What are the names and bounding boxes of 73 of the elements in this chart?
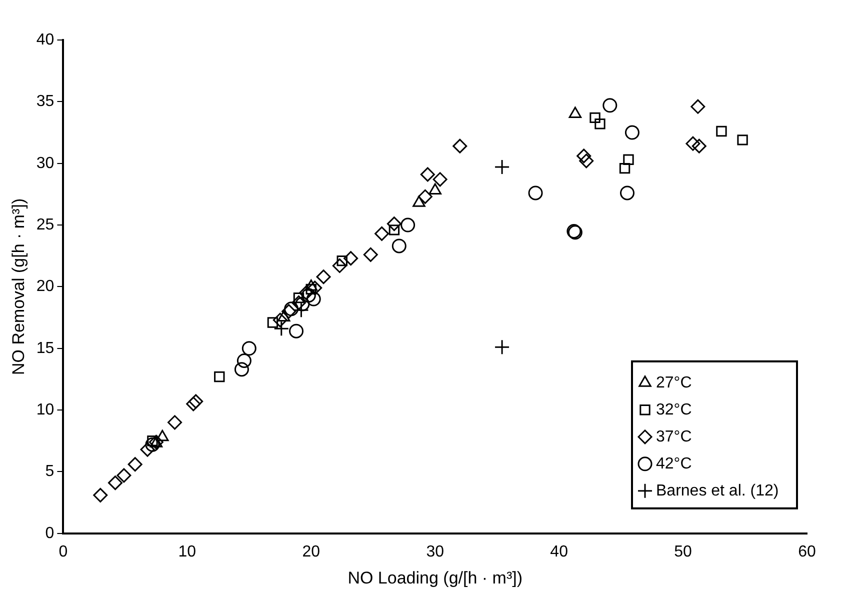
point (93, 488, 108, 502)
x-tick-label: 60 (798, 543, 816, 560)
point (624, 125, 640, 140)
point (452, 138, 468, 154)
point (590, 112, 600, 124)
x-tick-label: 40 (550, 543, 568, 560)
legend-label: 37°C (656, 428, 692, 446)
point (620, 186, 634, 200)
point (214, 371, 225, 382)
point (145, 437, 160, 452)
y-tick-label: 30 (36, 154, 54, 172)
point (386, 216, 402, 232)
y-axis-title: NO Removal (g[h · m³]) (8, 198, 28, 376)
y-tick-label: 25 (36, 216, 54, 234)
x-axis-title: NO Loading (g/[h · m³]) (348, 568, 522, 588)
x-tick-label: 20 (302, 543, 320, 560)
point (690, 99, 706, 114)
point (344, 251, 358, 266)
x-tick-label: 50 (674, 543, 692, 560)
point (392, 238, 406, 254)
point (289, 324, 304, 338)
legend-label: Barnes et al. (12) (656, 482, 779, 500)
point (291, 295, 306, 310)
x-tick-label: 30 (426, 543, 444, 560)
point (306, 292, 321, 306)
point (400, 218, 416, 232)
y-tick-label: 10 (36, 401, 54, 418)
point (272, 312, 288, 328)
point (234, 362, 249, 377)
y-tick-label: 15 (36, 340, 54, 357)
y-tick-label: 0 (45, 524, 54, 542)
point (332, 258, 347, 273)
x-tick-label: 10 (178, 543, 196, 560)
legend-label: 42°C (656, 455, 692, 472)
point (363, 247, 378, 262)
point (116, 468, 132, 483)
point (374, 226, 390, 241)
point (494, 159, 510, 175)
point (528, 186, 543, 200)
y-tick-label: 35 (36, 93, 54, 110)
point (576, 148, 592, 164)
point (623, 154, 634, 165)
legend-label: 32°C (656, 401, 692, 418)
point (267, 317, 278, 328)
point (594, 118, 606, 130)
point (293, 302, 309, 318)
point (692, 138, 706, 154)
point (128, 457, 142, 472)
point (140, 442, 155, 457)
y-tick-label: 20 (36, 278, 54, 296)
point (236, 353, 252, 368)
point (619, 162, 630, 174)
point (308, 280, 322, 296)
point (568, 106, 582, 118)
point (418, 189, 432, 204)
x-tick-label: 0 (58, 543, 68, 560)
point (579, 154, 594, 168)
point (432, 172, 448, 187)
y-tick-label: 40 (36, 31, 54, 48)
point (494, 339, 510, 355)
point (274, 320, 290, 336)
y-tick-label: 5 (45, 463, 54, 480)
point (316, 270, 331, 284)
point (420, 167, 435, 182)
point (716, 126, 727, 137)
point (168, 415, 182, 430)
point (686, 136, 700, 151)
point (737, 134, 748, 146)
legend-label: 27°C (656, 374, 692, 392)
point (388, 224, 400, 236)
point (242, 341, 256, 356)
point (602, 98, 618, 113)
point (108, 476, 123, 490)
